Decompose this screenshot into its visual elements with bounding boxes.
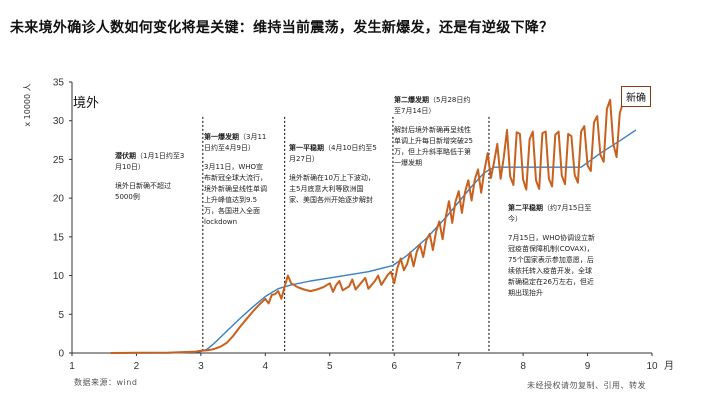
annotation-dates: （1月1日约至3月10日） (115, 152, 185, 171)
annotation-body: 境外日新确不超过5000例 (115, 182, 171, 201)
x-tick-label: 9 (585, 361, 591, 372)
x-tick-label: 3 (198, 361, 204, 372)
annotation-body: 3月11日，WHO宣布新冠全球大流行，境外新确呈线性单调上升峰值达到9.5万，各… (204, 163, 267, 226)
phase-dividers (202, 116, 490, 353)
annotation-first-plateau: 第一平稳期（4月10日约至5月27日） 境外新确在10万上下波动，主5月底意大利… (289, 143, 377, 206)
x-tick-label: 5 (327, 361, 333, 372)
annotation-phase: 第二爆发期 (394, 96, 429, 104)
y-tick-label: 0 (58, 349, 64, 360)
x-tick-label: 4 (263, 361, 269, 372)
source-note: 数据来源：wind (74, 378, 138, 387)
x-tick-label: 10 (646, 361, 658, 372)
y-tick-label: 30 (53, 116, 65, 127)
y-tick-label: 15 (53, 232, 65, 243)
x-tick-label: 6 (391, 361, 397, 372)
x-tick-label: 2 (134, 361, 140, 372)
annotation-body: 7月15日，WHO协调设立新冠疫苗保障机制(COVAX)，75个国家表示参加意愿… (508, 234, 596, 297)
x-tick-label: 7 (456, 361, 462, 372)
new-cases-line (110, 98, 624, 354)
series-lines (110, 98, 637, 354)
x-axis-label: 月 (664, 360, 674, 372)
y-tick-label: 25 (53, 155, 65, 166)
x-tick-label: 1 (69, 361, 75, 372)
annotation-phase: 第一爆发期 (204, 133, 239, 141)
annotation-second-plateau: 第二平稳期（约7月15日至今） 7月15日，WHO协调设立新冠疫苗保障机制(CO… (508, 203, 596, 299)
panel-label: 境外 (73, 96, 100, 111)
y-axis-label: x 10000 人 (23, 83, 32, 126)
annotation-dates: （4月10日约至5月27日） (289, 144, 377, 163)
annotation-dates: （3月11日约至4月9日） (204, 133, 267, 152)
y-tick-label: 35 (53, 78, 65, 89)
legend-new-cases: 新确 (621, 86, 651, 107)
y-tick-label: 10 (53, 271, 65, 282)
annotation-phase: 第二平稳期 (508, 204, 543, 212)
annotation-phase: 潜伏期 (115, 152, 136, 160)
annotation-first-outbreak: 第一爆发期（3月11日约至4月9日） 3月11日，WHO宣布新冠全球大流行，境外… (204, 132, 268, 228)
y-tick-label: 5 (58, 310, 64, 321)
annotation-latent: 潜伏期（1月1日约至3月10日） 境外日新确不超过5000例 (115, 151, 187, 203)
annotation-dates: （5月28日约至7月14日） (394, 96, 471, 115)
annotation-body: 解封后境外新确再呈线性单调上升每日新增突破25万，但上升斜率略低于第一爆发期 (394, 126, 473, 167)
y-tick-label: 20 (53, 194, 65, 205)
axes: 1 2 3 4 5 6 7 8 9 10 0 5 10 15 20 25 30 35 月 x 10000 人 (23, 78, 674, 373)
annotation-second-outbreak: 第二爆发期（5月28日约至7月14日） 解封后境外新确再呈线性单调上升每日新增突… (394, 95, 474, 169)
copyright-note: 未经授权请勿复制、引用、转发 (527, 381, 646, 390)
annotation-body: 境外新确在10万上下波动，主5月底意大利等欧洲国家、美国各州开始逐步解封 (289, 174, 375, 204)
page-title: 未来境外确诊人数如何变化将是关键：维持当前震荡，发生新爆发，还是有逆级下降？ (10, 20, 554, 36)
annotation-dates: （约7月15日至今） (508, 204, 592, 223)
x-tick-label: 8 (520, 361, 526, 372)
annotation-phase: 第一平稳期 (289, 144, 324, 152)
